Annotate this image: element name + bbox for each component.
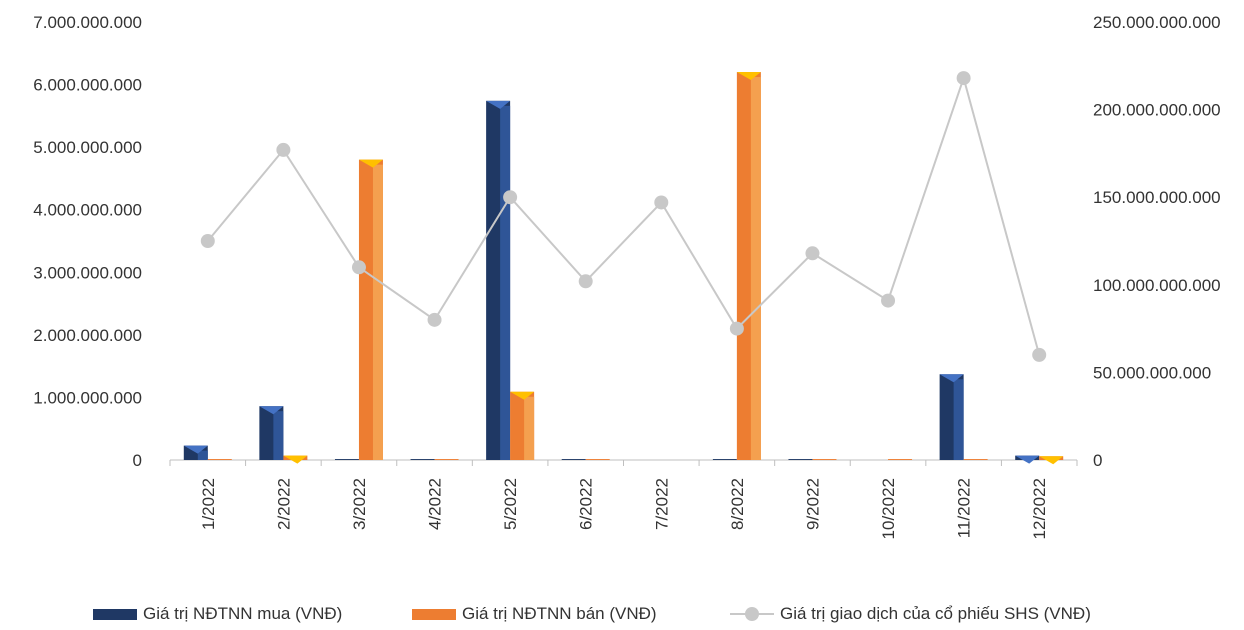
trade-value-point bbox=[805, 246, 820, 261]
x-axis-label: 11/2022 bbox=[955, 478, 974, 538]
bar-sell bbox=[510, 391, 535, 460]
x-axis-label: 8/2022 bbox=[728, 478, 747, 530]
left-axis-tick-label: 6.000.000.000 bbox=[33, 76, 142, 95]
trade-value-point bbox=[200, 234, 215, 248]
bar-series bbox=[183, 72, 1064, 465]
trade-value-point bbox=[729, 321, 744, 336]
right-axis-tick-label: 0 bbox=[1093, 451, 1102, 470]
x-axis-label: 7/2022 bbox=[652, 478, 671, 530]
bar-sell bbox=[585, 459, 610, 460]
x-axis-label: 9/2022 bbox=[803, 478, 822, 530]
x-axis-tick-marks bbox=[169, 460, 1078, 466]
trade-value-point bbox=[654, 195, 669, 210]
left-axis-tick-label: 0 bbox=[133, 451, 142, 470]
combo-chart: 0 1.000.000.000 2.000.000.000 3.000.000.000… bbox=[33, 13, 1221, 539]
bar-buy bbox=[334, 459, 359, 460]
x-axis-labels: 1/2022 2/2022 3/2022 4/2022 5/2022 6/2022 7/20… bbox=[199, 478, 1049, 539]
x-axis-label: 1/2022 bbox=[199, 478, 218, 530]
legend: Giá trị NĐTNN mua (VNĐ) Giá trị NĐTNN bá… bbox=[0, 600, 1244, 630]
x-axis-label: 2/2022 bbox=[274, 478, 293, 530]
x-axis-label: 5/2022 bbox=[501, 478, 520, 530]
bar-sell bbox=[736, 72, 761, 461]
left-axis-tick-label: 1.000.000.000 bbox=[33, 388, 142, 407]
left-axis-tick-label: 7.000.000.000 bbox=[33, 13, 142, 32]
left-axis-tick-label: 4.000.000.000 bbox=[33, 201, 142, 220]
right-axis-tick-label: 50.000.000.000 bbox=[1093, 363, 1211, 382]
right-axis-tick-label: 200.000.000.000 bbox=[1093, 101, 1221, 120]
bar-buy bbox=[788, 459, 813, 460]
legend-label-sell: Giá trị NĐTNN bán (VNĐ) bbox=[462, 604, 657, 623]
left-axis-tick-label: 2.000.000.000 bbox=[33, 326, 142, 345]
trade-value-point bbox=[427, 312, 442, 327]
legend-label-trade-value: Giá trị giao dịch của cổ phiếu SHS (VNĐ) bbox=[780, 604, 1091, 623]
left-axis-tick-label: 3.000.000.000 bbox=[33, 263, 142, 282]
legend-item-sell: Giá trị NĐTNN bán (VNĐ) bbox=[412, 604, 657, 624]
trade-value-point bbox=[276, 142, 291, 157]
bar-buy bbox=[486, 100, 511, 460]
x-axis-label: 3/2022 bbox=[350, 478, 369, 530]
right-axis-tick-label: 100.000.000.000 bbox=[1093, 276, 1221, 295]
bar-sell bbox=[888, 459, 913, 460]
bar-buy bbox=[183, 445, 208, 460]
x-axis-label: 4/2022 bbox=[426, 478, 445, 530]
trade-value-point bbox=[956, 71, 971, 86]
x-axis-label: 10/2022 bbox=[879, 478, 898, 539]
trade-value-point bbox=[881, 293, 896, 308]
right-axis-ticks: 0 50.000.000.000 100.000.000.000 150.000.00… bbox=[1093, 13, 1221, 470]
line-series bbox=[200, 71, 1047, 362]
bar-buy bbox=[712, 459, 737, 460]
trade-value-line bbox=[207, 74, 1041, 356]
trade-value-point bbox=[1032, 347, 1047, 362]
bar-sell bbox=[812, 459, 837, 460]
bar-sell bbox=[358, 159, 383, 460]
trade-value-point bbox=[351, 260, 366, 275]
x-axis-label: 6/2022 bbox=[577, 478, 596, 530]
bar-buy bbox=[410, 459, 435, 460]
right-axis-tick-label: 250.000.000.000 bbox=[1093, 13, 1221, 32]
left-axis-tick-label: 5.000.000.000 bbox=[33, 138, 142, 157]
legend-item-trade-value: Giá trị giao dịch của cổ phiếu SHS (VNĐ) bbox=[730, 604, 1091, 624]
legend-label-buy: Giá trị NĐTNN mua (VNĐ) bbox=[143, 604, 343, 623]
bar-sell bbox=[207, 459, 232, 460]
bar-sell bbox=[1039, 456, 1064, 465]
trade-value-point bbox=[578, 274, 593, 289]
left-axis-ticks: 0 1.000.000.000 2.000.000.000 3.000.000.000… bbox=[33, 13, 142, 470]
legend-swatch-buy bbox=[93, 608, 137, 620]
legend-swatch-trade-value bbox=[730, 607, 774, 621]
legend-item-buy: Giá trị NĐTNN mua (VNĐ) bbox=[93, 604, 342, 624]
bar-buy bbox=[939, 374, 964, 460]
bar-sell bbox=[283, 455, 308, 464]
bar-sell bbox=[434, 459, 459, 460]
bar-sell bbox=[963, 459, 988, 460]
bar-buy bbox=[1015, 455, 1040, 464]
right-axis-tick-label: 150.000.000.000 bbox=[1093, 188, 1221, 207]
trade-value-point bbox=[503, 190, 518, 205]
x-axis-label: 12/2022 bbox=[1030, 478, 1049, 539]
bar-buy bbox=[259, 406, 284, 460]
bar-buy bbox=[561, 459, 586, 460]
legend-swatch-sell bbox=[412, 608, 456, 620]
